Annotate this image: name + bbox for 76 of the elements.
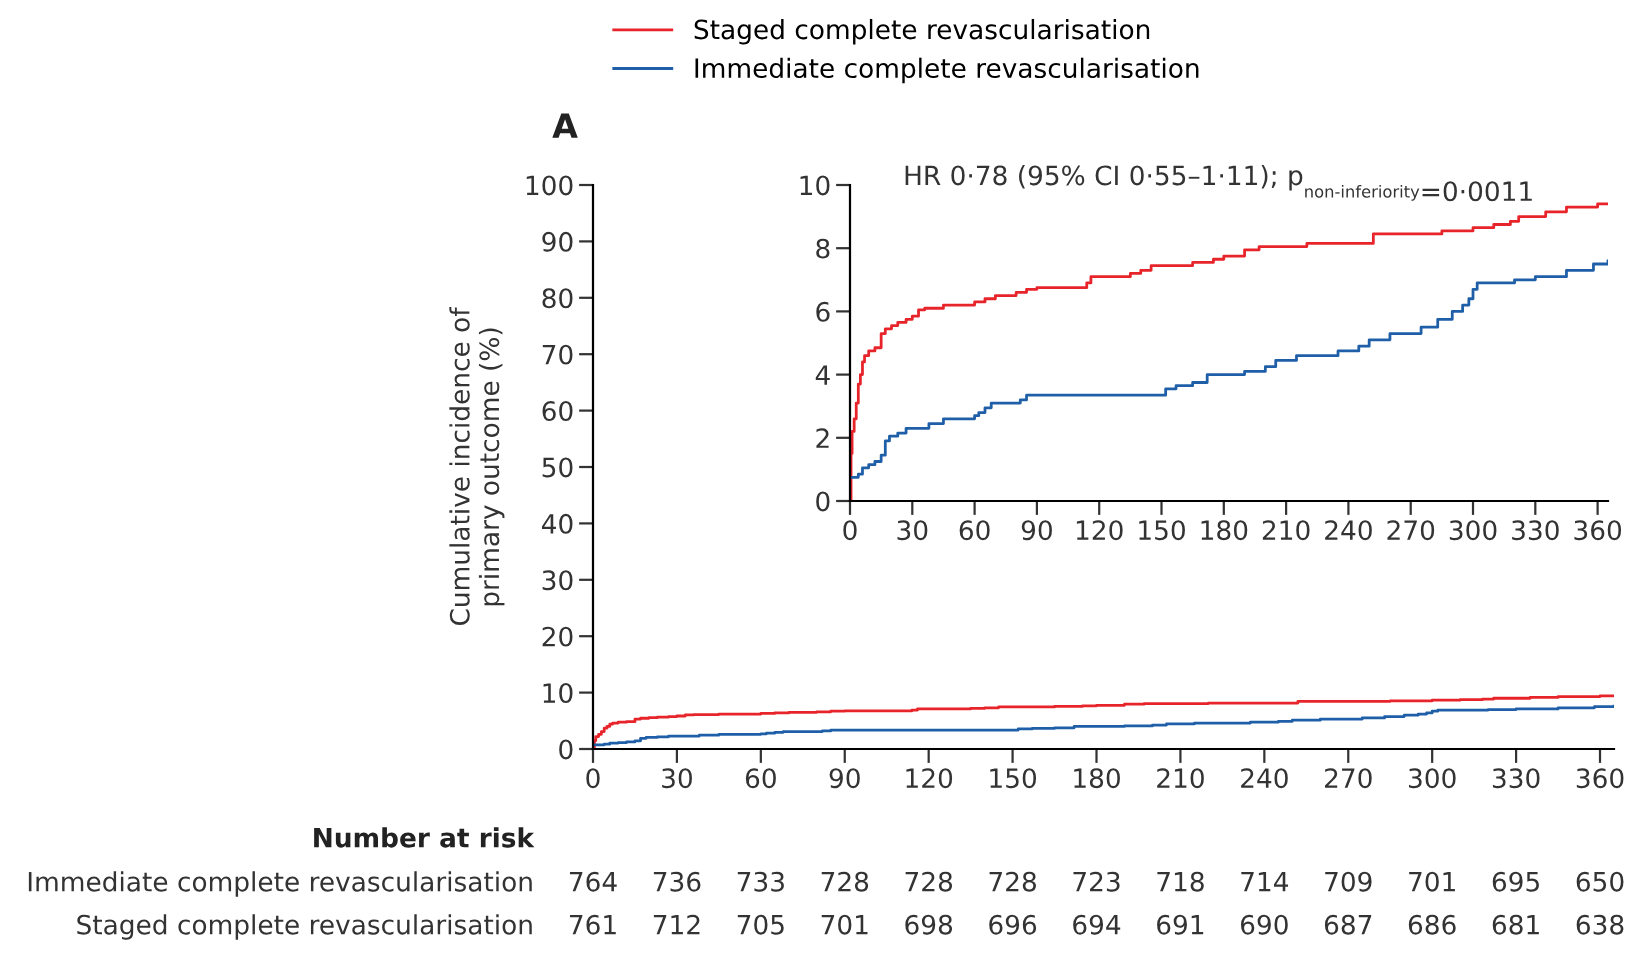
x-tick-label: 210 — [1262, 520, 1310, 541]
x-tick-label: 180 — [1201, 520, 1248, 541]
x-tick-label: 90 — [829, 768, 860, 789]
text: 694 — [1073, 914, 1121, 935]
x-tick-label: 360 — [1574, 520, 1622, 541]
text: 764 — [569, 871, 617, 892]
text: 736 — [653, 871, 701, 892]
x-tick-label: 240 — [1325, 520, 1372, 541]
x-tick-label: 0 — [843, 520, 857, 541]
text: Staged complete revascularisation — [77, 914, 532, 940]
x-tick-label: 90 — [1021, 520, 1052, 541]
text: 638 — [1576, 914, 1624, 935]
y-tick-label: 30 — [542, 570, 573, 591]
text: 728 — [905, 871, 953, 892]
legend-label: Staged complete revascularisation — [694, 18, 1150, 45]
text: 695 — [1492, 871, 1539, 892]
text: 705 — [737, 914, 784, 935]
text: 718 — [1157, 871, 1204, 892]
y-tick-label: 8 — [816, 238, 830, 259]
x-tick-label: 30 — [662, 768, 692, 789]
y-tick-label: 0 — [816, 491, 830, 512]
text: 728 — [821, 871, 869, 892]
text: 686 — [1408, 914, 1456, 935]
y-tick-label: 20 — [542, 626, 573, 647]
x-tick-label: 330 — [1512, 520, 1559, 541]
x-tick-label: 0 — [586, 768, 600, 789]
y-axis-title: Cumulative incidence of primary outcome (%) — [449, 306, 505, 626]
text: 696 — [989, 914, 1037, 935]
x-tick-label: 300 — [1449, 520, 1497, 541]
x-tick-label: 30 — [897, 520, 928, 541]
y-tick-label: 80 — [542, 288, 573, 309]
text: 714 — [1241, 872, 1289, 892]
y-tick-label: 90 — [542, 231, 573, 252]
x-tick-label: 60 — [745, 768, 776, 789]
x-tick-label: 150 — [1139, 520, 1185, 541]
y-tick-label: 10 — [800, 175, 830, 196]
text: 712 — [653, 914, 700, 935]
text: 761 — [569, 914, 616, 935]
y-tick-label: 70 — [542, 344, 573, 365]
x-tick-label: 120 — [1076, 520, 1123, 541]
text: 709 — [1325, 871, 1372, 892]
x-tick-label: 120 — [906, 768, 953, 789]
text: 687 — [1324, 914, 1372, 935]
x-tick-label: 240 — [1241, 768, 1288, 789]
x-tick-label: 210 — [1157, 768, 1204, 789]
text: 733 — [737, 871, 784, 892]
text: Immediate complete revascularisation — [28, 871, 532, 897]
y-tick-label: 4 — [815, 365, 830, 385]
x-tick-label: 270 — [1325, 768, 1372, 789]
text: 691 — [1157, 914, 1204, 935]
text: 701 — [1409, 871, 1455, 892]
y-tick-label: 10 — [543, 683, 573, 703]
y-tick-label: 60 — [542, 401, 573, 421]
y-tick-label: 40 — [541, 513, 573, 534]
y-tick-label: 0 — [559, 739, 573, 760]
y-tick-label: 6 — [816, 301, 830, 322]
text: 690 — [1241, 914, 1288, 935]
text: Number at risk — [314, 827, 535, 848]
y-tick-label: 100 — [526, 175, 573, 196]
x-tick-label: 360 — [1576, 768, 1624, 789]
x-tick-label: 270 — [1387, 520, 1435, 541]
x-tick-label: 330 — [1492, 768, 1540, 789]
text: 723 — [1073, 871, 1120, 892]
text: 728 — [989, 871, 1036, 892]
legend-label: Immediate complete revascularisation — [695, 57, 1199, 84]
y-tick-label: 50 — [542, 457, 573, 478]
x-tick-label: 300 — [1409, 768, 1456, 789]
text: A — [552, 113, 578, 138]
text: 698 — [905, 914, 953, 935]
x-tick-label: 60 — [959, 520, 990, 541]
text: 701 — [821, 914, 868, 935]
x-tick-label: 180 — [1074, 768, 1120, 789]
x-tick-label: 150 — [990, 768, 1037, 789]
text: 681 — [1492, 914, 1539, 935]
text: 650 — [1576, 871, 1624, 892]
y-tick-label: 2 — [816, 428, 829, 448]
